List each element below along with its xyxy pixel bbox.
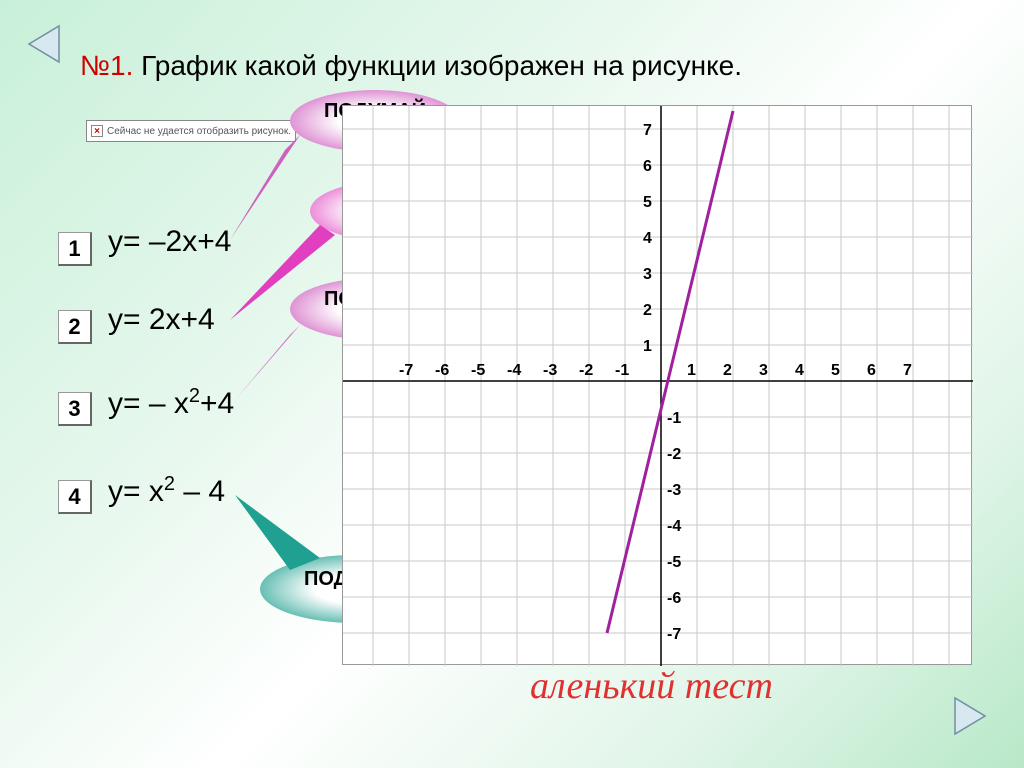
svg-text:7: 7 xyxy=(643,122,652,139)
option-button-1[interactable]: 1 xyxy=(58,232,92,266)
nav-forward-button[interactable] xyxy=(946,692,994,740)
function-graph: -7 -6 -5 -4 -3 -2 -1 1 2 3 4 5 6 7 7 6 5 4 3 2 1 -1 -2 -3 -4 -5 -6… xyxy=(342,105,972,665)
svg-text:2: 2 xyxy=(643,302,652,319)
svg-text:-7: -7 xyxy=(667,626,681,643)
svg-text:5: 5 xyxy=(643,194,652,211)
svg-text:-1: -1 xyxy=(667,410,681,427)
option-formula-2: у= 2х+4 xyxy=(108,303,215,337)
question-title: №1. График какой функции изображен на ри… xyxy=(80,50,742,82)
svg-text:-4: -4 xyxy=(667,518,681,535)
svg-text:6: 6 xyxy=(643,158,652,175)
nav-back-button[interactable] xyxy=(20,20,68,68)
question-text: График какой функции изображен на рисунк… xyxy=(133,50,742,81)
svg-text:4: 4 xyxy=(795,362,804,379)
svg-text:5: 5 xyxy=(831,362,840,379)
svg-text:-1: -1 xyxy=(615,362,629,379)
svg-text:-2: -2 xyxy=(667,446,681,463)
svg-text:-6: -6 xyxy=(435,362,449,379)
svg-text:1: 1 xyxy=(643,338,652,355)
option-formula-4: у= х2 – 4 xyxy=(108,473,225,509)
option-button-4[interactable]: 4 xyxy=(58,480,92,514)
option-formula-1: у= –2х+4 xyxy=(108,225,231,259)
svg-text:4: 4 xyxy=(643,230,652,247)
image-placeholder: × Сейчас не удается отобразить рисунок. xyxy=(86,120,296,142)
svg-text:6: 6 xyxy=(867,362,876,379)
svg-text:3: 3 xyxy=(643,266,652,283)
question-number: №1. xyxy=(80,50,133,81)
svg-text:3: 3 xyxy=(759,362,768,379)
svg-text:-4: -4 xyxy=(507,362,521,379)
svg-text:-5: -5 xyxy=(667,554,681,571)
svg-text:-5: -5 xyxy=(471,362,485,379)
placeholder-text: Сейчас не удается отобразить рисунок. xyxy=(107,126,291,137)
option-formula-3: у= – х2+4 xyxy=(108,385,234,421)
svg-text:2: 2 xyxy=(723,362,732,379)
broken-image-icon: × xyxy=(91,125,103,137)
svg-text:-7: -7 xyxy=(399,362,413,379)
svg-text:-3: -3 xyxy=(543,362,557,379)
svg-text:-2: -2 xyxy=(579,362,593,379)
option-button-3[interactable]: 3 xyxy=(58,392,92,426)
test-label: аленький тест xyxy=(530,664,773,708)
svg-text:7: 7 xyxy=(903,362,912,379)
option-button-2[interactable]: 2 xyxy=(58,310,92,344)
svg-text:-3: -3 xyxy=(667,482,681,499)
svg-text:1: 1 xyxy=(687,362,696,379)
svg-text:-6: -6 xyxy=(667,590,681,607)
